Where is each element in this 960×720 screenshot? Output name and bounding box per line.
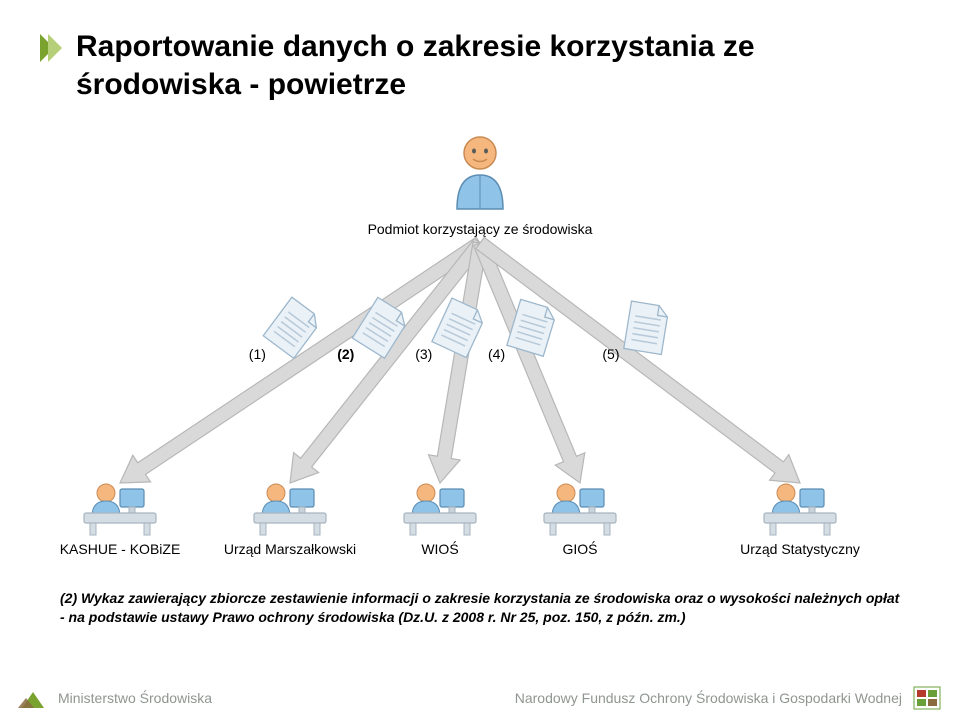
footer-left: Ministerstwo Środowiska — [18, 686, 212, 710]
source-label: Podmiot korzystający ze środowiska — [368, 221, 593, 237]
destination-label: Urząd Statystyczny — [730, 541, 870, 557]
flow-number: (1) — [249, 346, 266, 362]
flow-number: (4) — [488, 346, 505, 362]
flow-number: (5) — [602, 346, 619, 362]
page-title: Raportowanie danych o zakresie korzystan… — [76, 28, 920, 103]
destination-label: Urząd Marszałkowski — [220, 541, 360, 557]
flow-number: (3) — [415, 346, 432, 362]
destination-label: GIOŚ — [510, 541, 650, 557]
title-arrow-icon — [40, 34, 62, 62]
slide-footer: Ministerstwo Środowiska Narodowy Fundusz… — [0, 682, 960, 720]
nf-logo-icon — [912, 685, 942, 711]
destination-label: KASHUE - KOBiZE — [50, 541, 190, 557]
flow-number: (2) — [337, 346, 354, 362]
caption-text: (2) Wykaz zawierający zbiorcze zestawien… — [60, 589, 900, 627]
ministry-logo-icon — [18, 686, 48, 710]
reporting-diagram: Podmiot korzystający ze środowiska — [40, 113, 920, 583]
footer-right-label: Narodowy Fundusz Ochrony Środowiska i Go… — [515, 690, 902, 706]
slide-title-row: Raportowanie danych o zakresie korzystan… — [0, 0, 960, 113]
destination-label: WIOŚ — [370, 541, 510, 557]
footer-left-label: Ministerstwo Środowiska — [58, 690, 212, 706]
source-person-icon — [445, 131, 515, 211]
footer-right: Narodowy Fundusz Ochrony Środowiska i Go… — [515, 685, 942, 711]
